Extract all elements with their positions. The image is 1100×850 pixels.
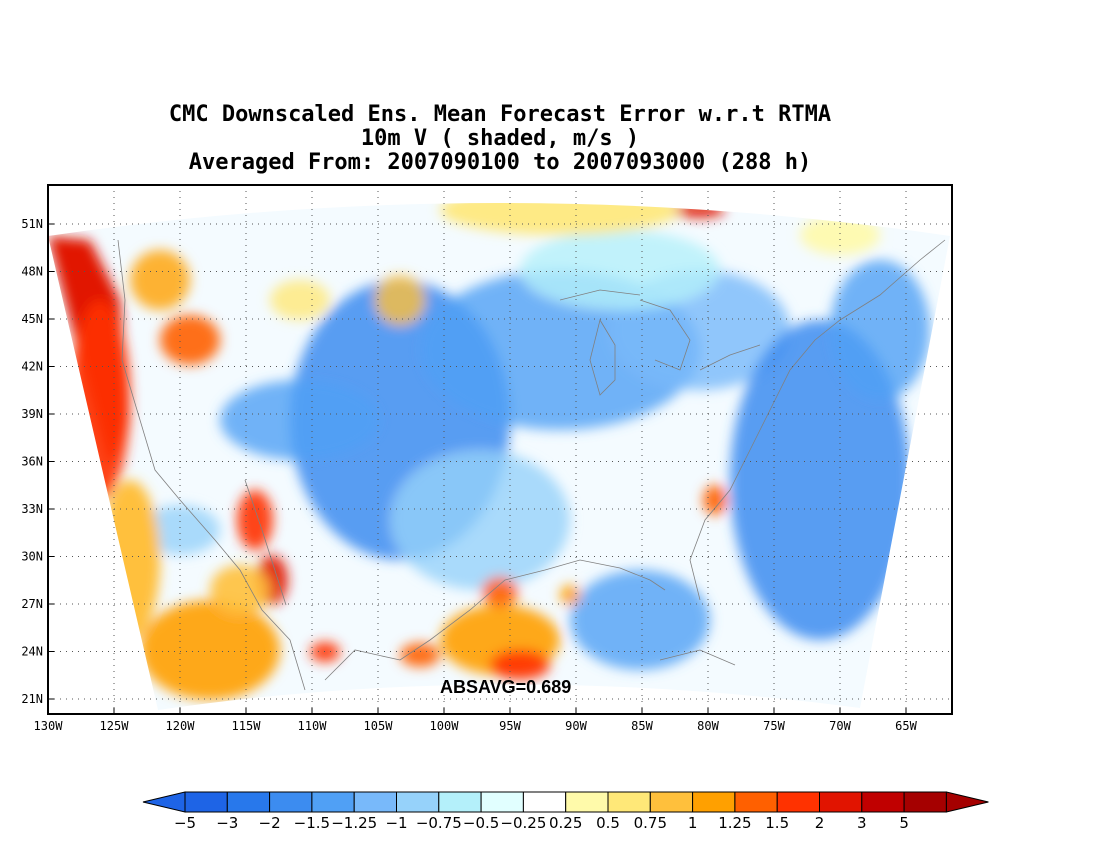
colorbar-swatch	[269, 791, 313, 813]
latitude-axis: 51N 48N 45N 42N 39N 36N 33N 30N 27N 24N 21N	[21, 217, 54, 706]
chart-title-line-2: 10m V ( shaded, m/s )	[360, 126, 640, 151]
lon-tick-label: 130W	[34, 719, 64, 733]
colorbar-swatch	[396, 791, 440, 813]
colorbar-label: −3	[216, 814, 238, 832]
colorbar-swatch	[819, 791, 863, 813]
lon-tick-label: 85W	[631, 719, 653, 733]
lon-tick-label: 75W	[763, 719, 785, 733]
lat-tick-label: 27N	[21, 597, 43, 611]
lon-tick-label: 70W	[829, 719, 851, 733]
colorbar-label: −2	[259, 814, 281, 832]
colorbar-label: −0.75	[416, 814, 462, 832]
colorbar-label: −1.5	[294, 814, 330, 832]
lat-tick-label: 51N	[21, 217, 43, 231]
colorbar-swatch	[776, 791, 821, 813]
colorbar-label: 1	[688, 814, 698, 832]
colorbar-swatch	[184, 791, 228, 813]
lat-tick-label: 45N	[21, 312, 43, 326]
lat-tick-label: 36N	[21, 455, 43, 469]
colorbar-label: −0.5	[463, 814, 499, 832]
colorbar-swatch	[734, 791, 778, 813]
colorbar-swatch	[565, 791, 609, 813]
colorbar-swatch	[692, 791, 736, 813]
chart-title-line-1: CMC Downscaled Ens. Mean Forecast Error …	[168, 102, 832, 127]
lon-tick-label: 105W	[364, 719, 394, 733]
colorbar-swatch	[903, 791, 947, 813]
shaded-field	[48, 203, 950, 710]
lat-tick-label: 48N	[21, 265, 43, 279]
coastlines	[117, 239, 946, 691]
longitude-axis: 130W 125W 120W 115W 110W 105W 100W 95W 90W 85W 80W…	[34, 708, 918, 733]
colorbar-under-arrow	[142, 791, 186, 813]
colorbar-swatch	[607, 791, 651, 813]
colorbar: −5 −3 −2 −1.5 −1.25 −1 −0.75 −0.5 −0.25 0.25 0.5 0.…	[142, 791, 989, 832]
colorbar-label: 0.5	[596, 814, 620, 832]
colorbar-swatch	[522, 791, 567, 813]
colorbar-label: −1.25	[331, 814, 377, 832]
colorbar-swatch	[649, 791, 694, 813]
colorbar-label: 2	[815, 814, 825, 832]
lon-tick-label: 125W	[100, 719, 130, 733]
colorbar-label: 3	[857, 814, 867, 832]
chart-title-line-3: Averaged From: 2007090100 to 2007093000 …	[188, 150, 812, 175]
colorbar-over-arrow	[945, 791, 989, 813]
lon-tick-label: 120W	[166, 719, 196, 733]
lon-tick-label: 80W	[697, 719, 719, 733]
lat-tick-label: 42N	[21, 360, 43, 374]
colorbar-swatch	[480, 791, 524, 813]
colorbar-label: 1.5	[765, 814, 789, 832]
lon-tick-label: 95W	[499, 719, 521, 733]
plot-frame	[47, 184, 953, 715]
lon-tick-label: 110W	[298, 719, 328, 733]
lat-tick-label: 21N	[21, 692, 43, 706]
lon-tick-label: 100W	[430, 719, 460, 733]
lon-tick-label: 90W	[565, 719, 587, 733]
lon-tick-label: 115W	[232, 719, 262, 733]
lon-tick-label: 65W	[895, 719, 917, 733]
colorbar-label: 0.75	[634, 814, 667, 832]
gridlines	[48, 185, 952, 714]
colorbar-label: 5	[899, 814, 909, 832]
colorbar-swatch	[226, 791, 271, 813]
lat-tick-label: 30N	[21, 550, 43, 564]
colorbar-label: 1.25	[718, 814, 751, 832]
absavg-label: ABSAVG=0.689	[440, 677, 572, 697]
colorbar-label: 0.25	[549, 814, 582, 832]
colorbar-swatch	[311, 791, 355, 813]
colorbar-swatch	[861, 791, 905, 813]
colorbar-label: −0.25	[500, 814, 546, 832]
colorbar-swatch	[438, 791, 482, 813]
lat-tick-label: 24N	[21, 645, 43, 659]
lat-tick-label: 39N	[21, 407, 43, 421]
lat-tick-label: 33N	[21, 502, 43, 516]
colorbar-label: −1	[385, 814, 407, 832]
colorbar-label: −5	[174, 814, 196, 832]
colorbar-swatch	[353, 791, 398, 813]
